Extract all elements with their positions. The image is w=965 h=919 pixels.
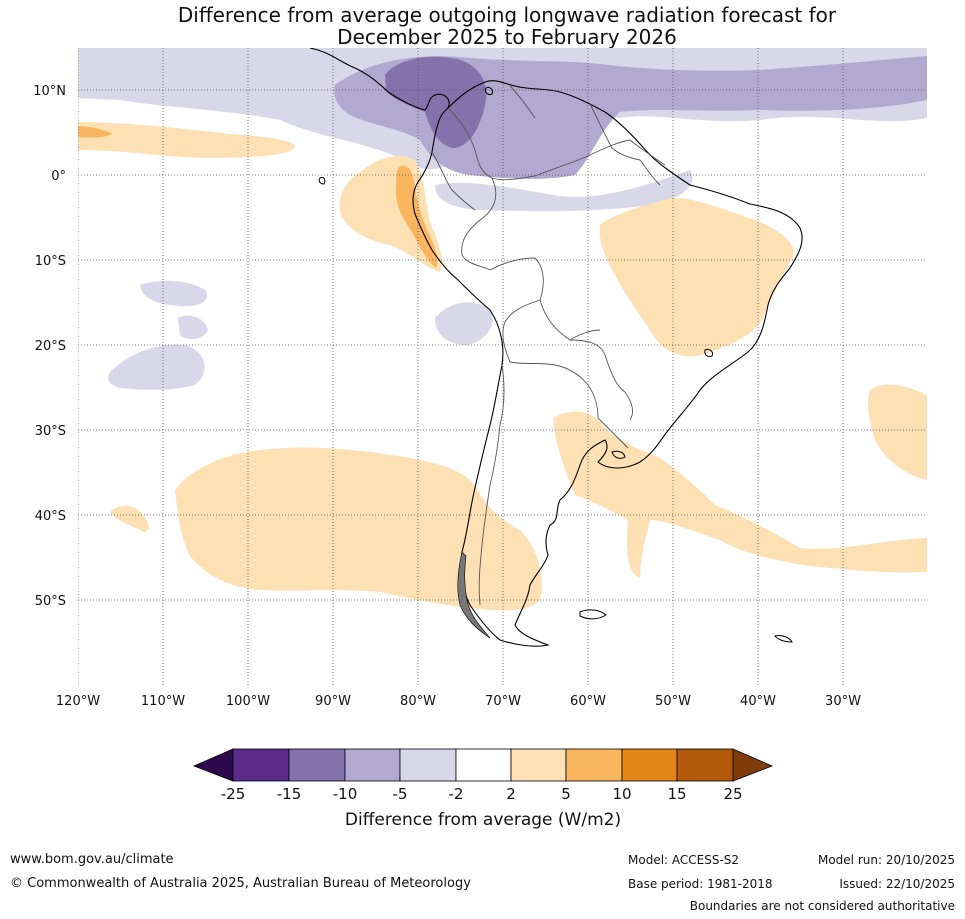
south-america-coastline	[412, 80, 803, 647]
colorbar-tick: -2	[449, 785, 464, 803]
central-america-coastline	[309, 48, 450, 111]
title-line-2: December 2025 to February 2026	[337, 25, 677, 49]
boundary-disclaimer: Boundaries are not considered authoritat…	[689, 899, 955, 913]
gridlines	[78, 48, 927, 685]
country-borders	[431, 85, 666, 606]
anomaly-region-orange-faint-pacific-small	[110, 505, 149, 532]
colorbar-tick: -25	[221, 785, 246, 803]
colorbar-segment-8	[621, 748, 678, 782]
islands	[318, 87, 793, 643]
lon-label-70w: 70°W	[485, 694, 521, 709]
anomaly-region-purple-faint-equator	[435, 170, 693, 212]
anomaly-region-orange-faint-south-pacific	[175, 447, 542, 611]
colorbar: -25 -15 -10 -5 -2 2 5 10 15 25 Differenc…	[192, 748, 774, 830]
colorbar-tick: 2	[506, 785, 516, 803]
copyright-text: © Commonwealth of Australia 2025, Austra…	[10, 876, 471, 891]
lat-label-20s: 20°S	[35, 339, 66, 354]
colorbar-tick: -5	[393, 785, 408, 803]
colorbar-segment-3	[344, 748, 401, 782]
lat-label-0: 0°	[51, 169, 66, 184]
anomaly-region-purple-mid	[385, 56, 487, 148]
lon-label-80w: 80°W	[400, 694, 436, 709]
lon-label-50w: 50°W	[655, 694, 691, 709]
latitude-labels: 10°N 0° 10°S 20°S 30°S 40°S 50°S	[33, 84, 66, 609]
anomaly-region-purple-faint-pacific-4	[178, 315, 208, 340]
model-name: Model: ACCESS-S2	[628, 853, 740, 867]
anomaly-region-purple-faint-pacific-1	[140, 280, 208, 307]
colorbar-segment-2	[288, 748, 346, 782]
colorbar-segment-5	[455, 748, 512, 782]
colorbar-arrow-high	[732, 748, 774, 782]
lon-label-120w: 120°W	[56, 694, 100, 709]
colorbar-segment-7	[565, 748, 623, 782]
lat-label-30s: 30°S	[35, 424, 66, 439]
title-line-1: Difference from average outgoing longwav…	[177, 3, 837, 27]
lon-label-110w: 110°W	[141, 694, 185, 709]
base-period: Base period: 1981-2018	[628, 877, 773, 891]
colorbar-arrow-low	[192, 748, 234, 782]
anomaly-region-orange-faint-south-atlantic	[553, 411, 927, 578]
lat-label-50s: 50°S	[35, 594, 66, 609]
patagonia-fjords	[457, 551, 491, 639]
chart-title: Difference from average outgoing longwav…	[0, 4, 965, 48]
longitude-labels: 120°W 110°W 100°W 90°W 80°W 70°W 60°W 50…	[56, 694, 861, 709]
anomaly-region-purple-faint-pacific-2	[108, 344, 205, 390]
colorbar-tick: 15	[667, 785, 686, 803]
issued-date: Issued: 22/10/2025	[839, 877, 955, 891]
lon-label-30w: 30°W	[825, 694, 861, 709]
colorbar-tick: 25	[723, 785, 742, 803]
colorbar-tick: -10	[333, 785, 358, 803]
colorbar-segment-6	[510, 748, 567, 782]
colorbar-segment-1	[232, 748, 290, 782]
lon-label-40w: 40°W	[740, 694, 776, 709]
model-run-date: Model run: 20/10/2025	[817, 853, 955, 867]
lon-label-90w: 90°W	[315, 694, 351, 709]
colorbar-label: Difference from average (W/m2)	[345, 810, 621, 830]
lon-label-60w: 60°W	[570, 694, 606, 709]
colorbar-tick: -15	[277, 785, 302, 803]
anomaly-region-orange-light-pacific-band	[78, 126, 112, 138]
website-link[interactable]: www.bom.gov.au/climate	[10, 852, 174, 867]
lon-label-100w: 100°W	[226, 694, 270, 709]
lat-label-10s: 10°S	[35, 254, 66, 269]
anomaly-region-orange-faint-brazil	[599, 197, 794, 357]
lat-label-40s: 40°S	[35, 509, 66, 524]
anomaly-region-orange-faint-atlantic-east	[867, 384, 927, 480]
colorbar-tick: 10	[612, 785, 631, 803]
colorbar-tick: 5	[561, 785, 571, 803]
map-area	[78, 48, 927, 685]
anomaly-region-purple-faint-pacific-3	[435, 302, 493, 345]
colorbar-segment-9	[676, 748, 734, 782]
colorbar-segment-4	[399, 748, 457, 782]
lat-label-10n: 10°N	[33, 84, 66, 99]
anomaly-region-orange-faint-pacific-band	[78, 122, 295, 158]
